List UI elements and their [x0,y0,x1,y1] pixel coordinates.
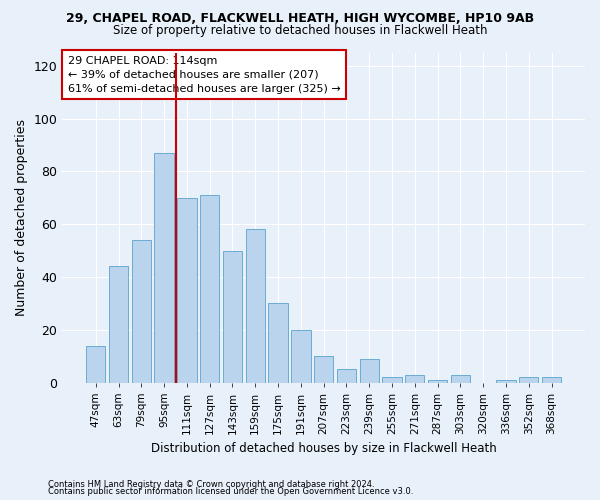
Bar [519,377,538,382]
Bar [405,374,424,382]
Bar [428,380,447,382]
Bar [359,359,379,382]
Bar [109,266,128,382]
Bar [131,240,151,382]
Bar [314,356,334,382]
X-axis label: Distribution of detached houses by size in Flackwell Heath: Distribution of detached houses by size … [151,442,497,455]
Bar [268,304,288,382]
Bar [291,330,311,382]
Text: 29 CHAPEL ROAD: 114sqm
← 39% of detached houses are smaller (207)
61% of semi-de: 29 CHAPEL ROAD: 114sqm ← 39% of detached… [68,56,340,94]
Text: 29, CHAPEL ROAD, FLACKWELL HEATH, HIGH WYCOMBE, HP10 9AB: 29, CHAPEL ROAD, FLACKWELL HEATH, HIGH W… [66,12,534,26]
Text: Size of property relative to detached houses in Flackwell Heath: Size of property relative to detached ho… [113,24,487,37]
Bar [200,195,220,382]
Y-axis label: Number of detached properties: Number of detached properties [15,119,28,316]
Bar [337,370,356,382]
Bar [496,380,515,382]
Bar [382,377,402,382]
Bar [223,250,242,382]
Bar [177,198,197,382]
Text: Contains public sector information licensed under the Open Government Licence v3: Contains public sector information licen… [48,488,413,496]
Bar [542,377,561,382]
Bar [86,346,106,383]
Text: Contains HM Land Registry data © Crown copyright and database right 2024.: Contains HM Land Registry data © Crown c… [48,480,374,489]
Bar [451,374,470,382]
Bar [245,230,265,382]
Bar [154,153,174,382]
